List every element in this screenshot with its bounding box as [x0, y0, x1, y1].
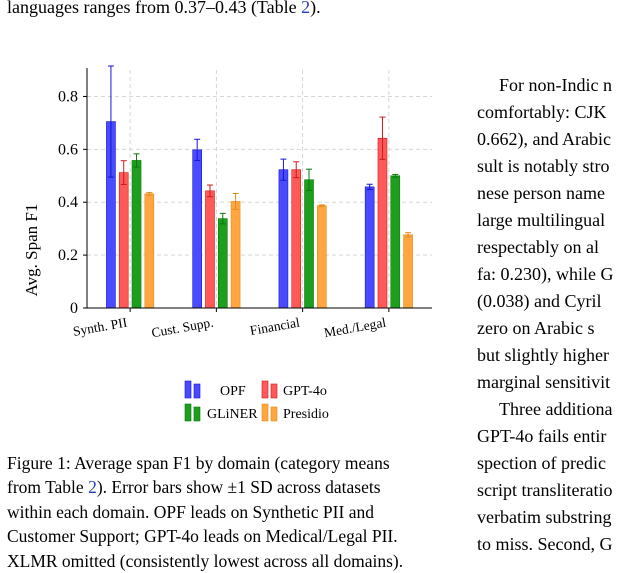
right-column-line: GPT-4o fails entir — [477, 426, 607, 446]
y-tick-label: 0.4 — [58, 194, 78, 211]
bar-gpt-4o — [205, 190, 215, 309]
chart-axes — [86, 68, 432, 309]
right-column-line: zero on Arabic s — [477, 318, 595, 338]
right-column-line: spection of predic — [477, 453, 606, 473]
bar-presidio — [317, 205, 327, 309]
y-tick-label: 0 — [70, 300, 78, 317]
legend-swatch-gpt-4o — [270, 383, 278, 399]
legend-swatch-presidio — [261, 403, 269, 422]
caption-line: Figure 1: Average span F1 by domain (cat… — [7, 453, 390, 473]
legend-swatch-opf — [193, 383, 201, 399]
legend-label-gpt-4o: GPT-4o — [283, 384, 327, 399]
right-column-line: verbatim substring — [477, 507, 612, 527]
caption-line: within each domain. OPF leads on Synthet… — [7, 501, 374, 522]
legend-swatch-gliner — [184, 403, 192, 422]
bar-opf — [364, 186, 375, 309]
right-column-line: large multilingual — [477, 210, 606, 230]
right-column-line: For non-Indic n — [499, 75, 612, 95]
legend-swatch-gliner — [193, 406, 201, 422]
y-axis-label: Avg. Span F1 — [22, 204, 41, 297]
x-tick-labels: Synth. PII Cust. Supp. Financial Med./Legal — [72, 308, 390, 341]
right-column-line: sult is notably stro — [477, 156, 610, 176]
right-column-line: Three additiona — [499, 399, 613, 419]
y-tick-labels: 0 0.2 0.4 0.6 0.8 — [58, 88, 87, 317]
error-bar-group — [107, 65, 412, 238]
x-tick-label: Cust. Supp. — [150, 315, 214, 341]
legend-label-presidio: Presidio — [283, 407, 329, 422]
right-column-line: (0.038) and Cyril — [477, 291, 602, 311]
y-tick-label: 0.8 — [58, 88, 78, 105]
x-tick-label: Financial — [249, 315, 301, 339]
bar-gliner — [217, 218, 228, 309]
right-column-line: to miss. Second, G — [477, 534, 613, 554]
legend-label-opf: OPF — [220, 384, 246, 399]
bar-presidio — [230, 201, 241, 309]
legend-swatch-gpt-4o — [261, 380, 269, 399]
legend-swatch-opf — [184, 380, 192, 399]
gridlines — [87, 70, 432, 308]
right-column-line: marginal sensitivit — [477, 372, 611, 392]
right-column-line: 0.662), and Arabic — [477, 129, 611, 149]
caption-line: XLMR omitted (consistently lowest across… — [7, 550, 404, 571]
preceding-paragraph-line: languages ranges from 0.37–0.43 (Table 2… — [7, 0, 321, 18]
bar-gliner — [390, 175, 401, 309]
bar-opf — [278, 169, 289, 309]
bar-opf — [192, 149, 202, 309]
right-column-line: respectably on al — [477, 237, 599, 257]
caption-line: from Table 2). Error bars show ±1 SD acr… — [7, 475, 453, 499]
caption-text: from Table — [7, 477, 89, 498]
bar-presidio — [144, 193, 155, 309]
bar-gliner — [131, 160, 142, 309]
right-column-line: script transliteratio — [477, 480, 613, 500]
right-column-text: For non-Indic n comfortably: CJK 0.662),… — [477, 72, 636, 558]
right-column-line: nese person name — [477, 183, 605, 203]
bar-gliner — [304, 179, 314, 309]
bar-presidio — [403, 234, 413, 309]
right-column-line: but slightly higher — [477, 345, 609, 365]
preceding-text: languages ranges from 0.37–0.43 (Table — [7, 0, 302, 17]
bar-gpt-4o — [118, 172, 129, 309]
caption-table-reference-link[interactable]: 2 — [88, 477, 97, 498]
preceding-text-end: ). — [310, 0, 321, 17]
right-column-line: fa: 0.230), while G — [477, 264, 614, 284]
y-tick-label: 0.2 — [58, 247, 78, 264]
x-tick-label: Synth. PII — [72, 315, 129, 339]
caption-text: ). Error bars show ±1 SD across datasets — [96, 477, 381, 498]
bar-gpt-4o — [377, 137, 388, 309]
bar-series-group — [106, 121, 413, 309]
caption-line: Customer Support; GPT-4o leads on Medica… — [7, 526, 398, 547]
chart-legend: OPF GPT-4o GLiNER Presidio — [184, 380, 329, 422]
right-column-line: comfortably: CJK — [477, 102, 607, 122]
bar-chart-figure: 0 0.2 0.4 0.6 0.8 Synth. PII Cust. Supp. Finan… — [22, 65, 432, 422]
legend-swatch-presidio — [270, 406, 278, 422]
y-tick-label: 0.6 — [58, 141, 78, 158]
legend-label-gliner: GLiNER — [207, 407, 258, 422]
table-reference-link[interactable]: 2 — [301, 0, 311, 17]
x-tick-label: Med./Legal — [323, 315, 388, 341]
bar-gpt-4o — [291, 169, 302, 309]
